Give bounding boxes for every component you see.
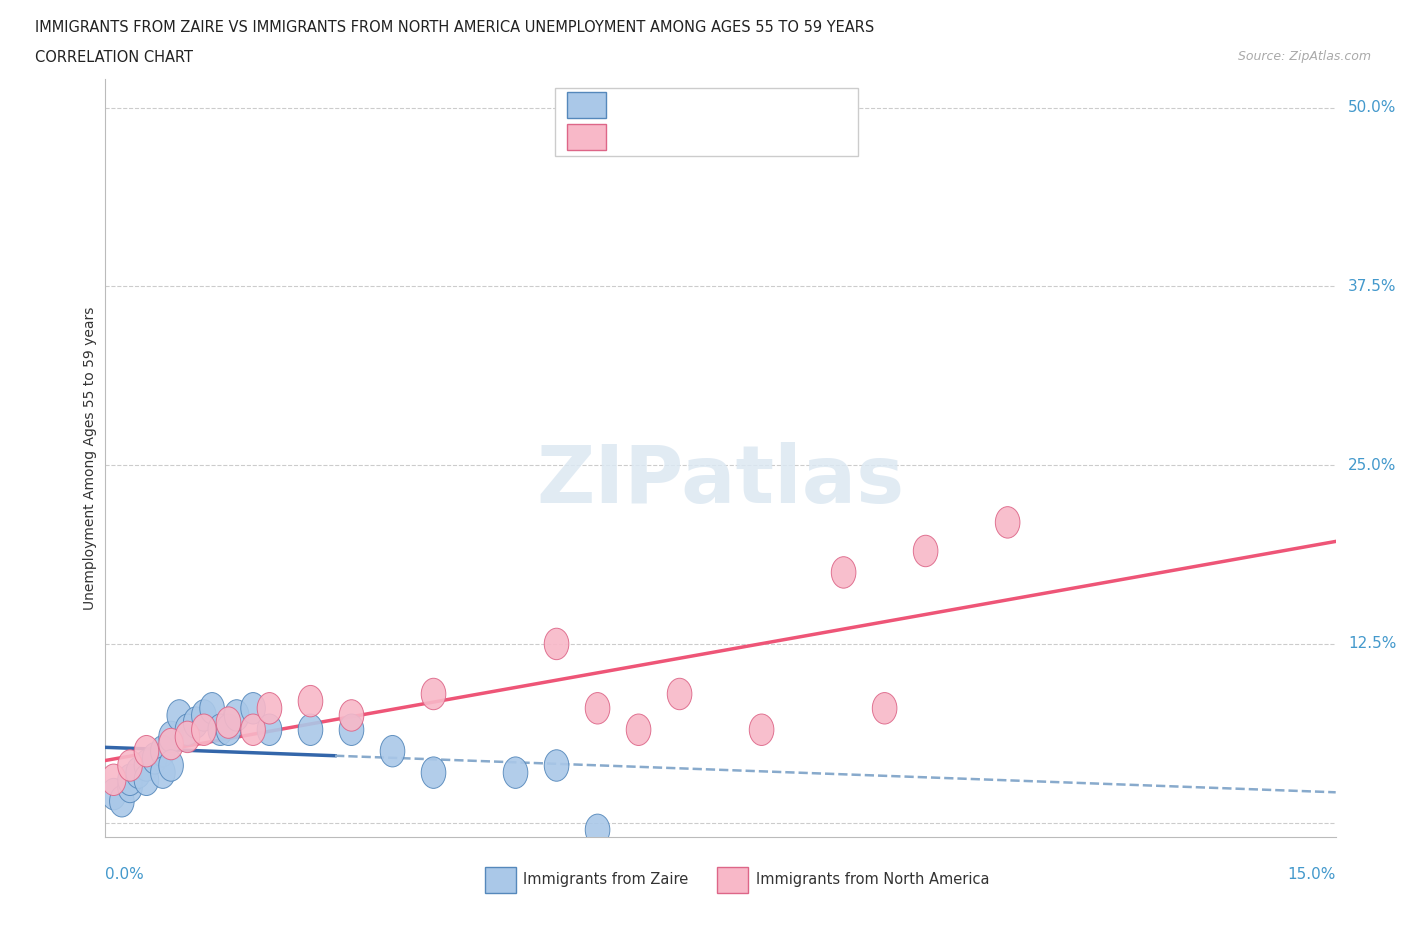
Text: CORRELATION CHART: CORRELATION CHART	[35, 50, 193, 65]
Ellipse shape	[134, 736, 159, 767]
Y-axis label: Unemployment Among Ages 55 to 59 years: Unemployment Among Ages 55 to 59 years	[83, 306, 97, 610]
Ellipse shape	[872, 693, 897, 724]
Ellipse shape	[257, 693, 281, 724]
Ellipse shape	[176, 721, 200, 752]
Ellipse shape	[240, 693, 266, 724]
Ellipse shape	[118, 771, 142, 803]
Ellipse shape	[142, 743, 167, 774]
Ellipse shape	[422, 757, 446, 789]
Ellipse shape	[150, 757, 176, 789]
Ellipse shape	[339, 699, 364, 731]
Text: 12.5%: 12.5%	[1348, 636, 1396, 651]
Ellipse shape	[298, 714, 323, 746]
Text: R = 0.300   N = 21: R = 0.300 N = 21	[614, 127, 799, 146]
Text: Immigrants from Zaire: Immigrants from Zaire	[523, 872, 689, 887]
Ellipse shape	[134, 764, 159, 795]
Ellipse shape	[101, 764, 127, 795]
Text: 0.0%: 0.0%	[105, 867, 145, 882]
Text: Source: ZipAtlas.com: Source: ZipAtlas.com	[1237, 50, 1371, 63]
Ellipse shape	[914, 536, 938, 566]
Ellipse shape	[183, 707, 208, 738]
Ellipse shape	[101, 778, 127, 810]
Ellipse shape	[585, 814, 610, 845]
Ellipse shape	[191, 699, 217, 731]
Ellipse shape	[159, 750, 183, 781]
Ellipse shape	[257, 714, 281, 746]
Ellipse shape	[191, 714, 217, 746]
Ellipse shape	[626, 714, 651, 746]
Ellipse shape	[159, 721, 183, 752]
Ellipse shape	[339, 714, 364, 746]
Ellipse shape	[422, 678, 446, 710]
Ellipse shape	[503, 757, 527, 789]
Ellipse shape	[134, 750, 159, 781]
Ellipse shape	[200, 693, 225, 724]
Ellipse shape	[110, 786, 134, 817]
Ellipse shape	[298, 685, 323, 717]
Ellipse shape	[544, 628, 569, 659]
Ellipse shape	[544, 750, 569, 781]
Ellipse shape	[217, 707, 240, 738]
Text: Immigrants from North America: Immigrants from North America	[756, 872, 990, 887]
Ellipse shape	[118, 764, 142, 795]
Ellipse shape	[585, 693, 610, 724]
Ellipse shape	[176, 714, 200, 746]
Text: ZIPatlas: ZIPatlas	[537, 442, 904, 520]
Ellipse shape	[127, 757, 150, 789]
Ellipse shape	[208, 714, 232, 746]
Text: 15.0%: 15.0%	[1288, 867, 1336, 882]
Ellipse shape	[118, 750, 142, 781]
Ellipse shape	[668, 678, 692, 710]
Text: 50.0%: 50.0%	[1348, 100, 1396, 115]
Ellipse shape	[150, 736, 176, 767]
Text: R = 0.078   N = 23: R = 0.078 N = 23	[614, 96, 799, 114]
Ellipse shape	[167, 699, 191, 731]
Text: 25.0%: 25.0%	[1348, 458, 1396, 472]
Ellipse shape	[225, 699, 249, 731]
Ellipse shape	[831, 557, 856, 588]
Ellipse shape	[240, 714, 266, 746]
Ellipse shape	[217, 714, 240, 746]
Ellipse shape	[995, 507, 1019, 538]
Text: 37.5%: 37.5%	[1348, 279, 1396, 294]
Ellipse shape	[749, 714, 773, 746]
Text: IMMIGRANTS FROM ZAIRE VS IMMIGRANTS FROM NORTH AMERICA UNEMPLOYMENT AMONG AGES 5: IMMIGRANTS FROM ZAIRE VS IMMIGRANTS FROM…	[35, 20, 875, 35]
Ellipse shape	[159, 728, 183, 760]
Ellipse shape	[380, 736, 405, 767]
